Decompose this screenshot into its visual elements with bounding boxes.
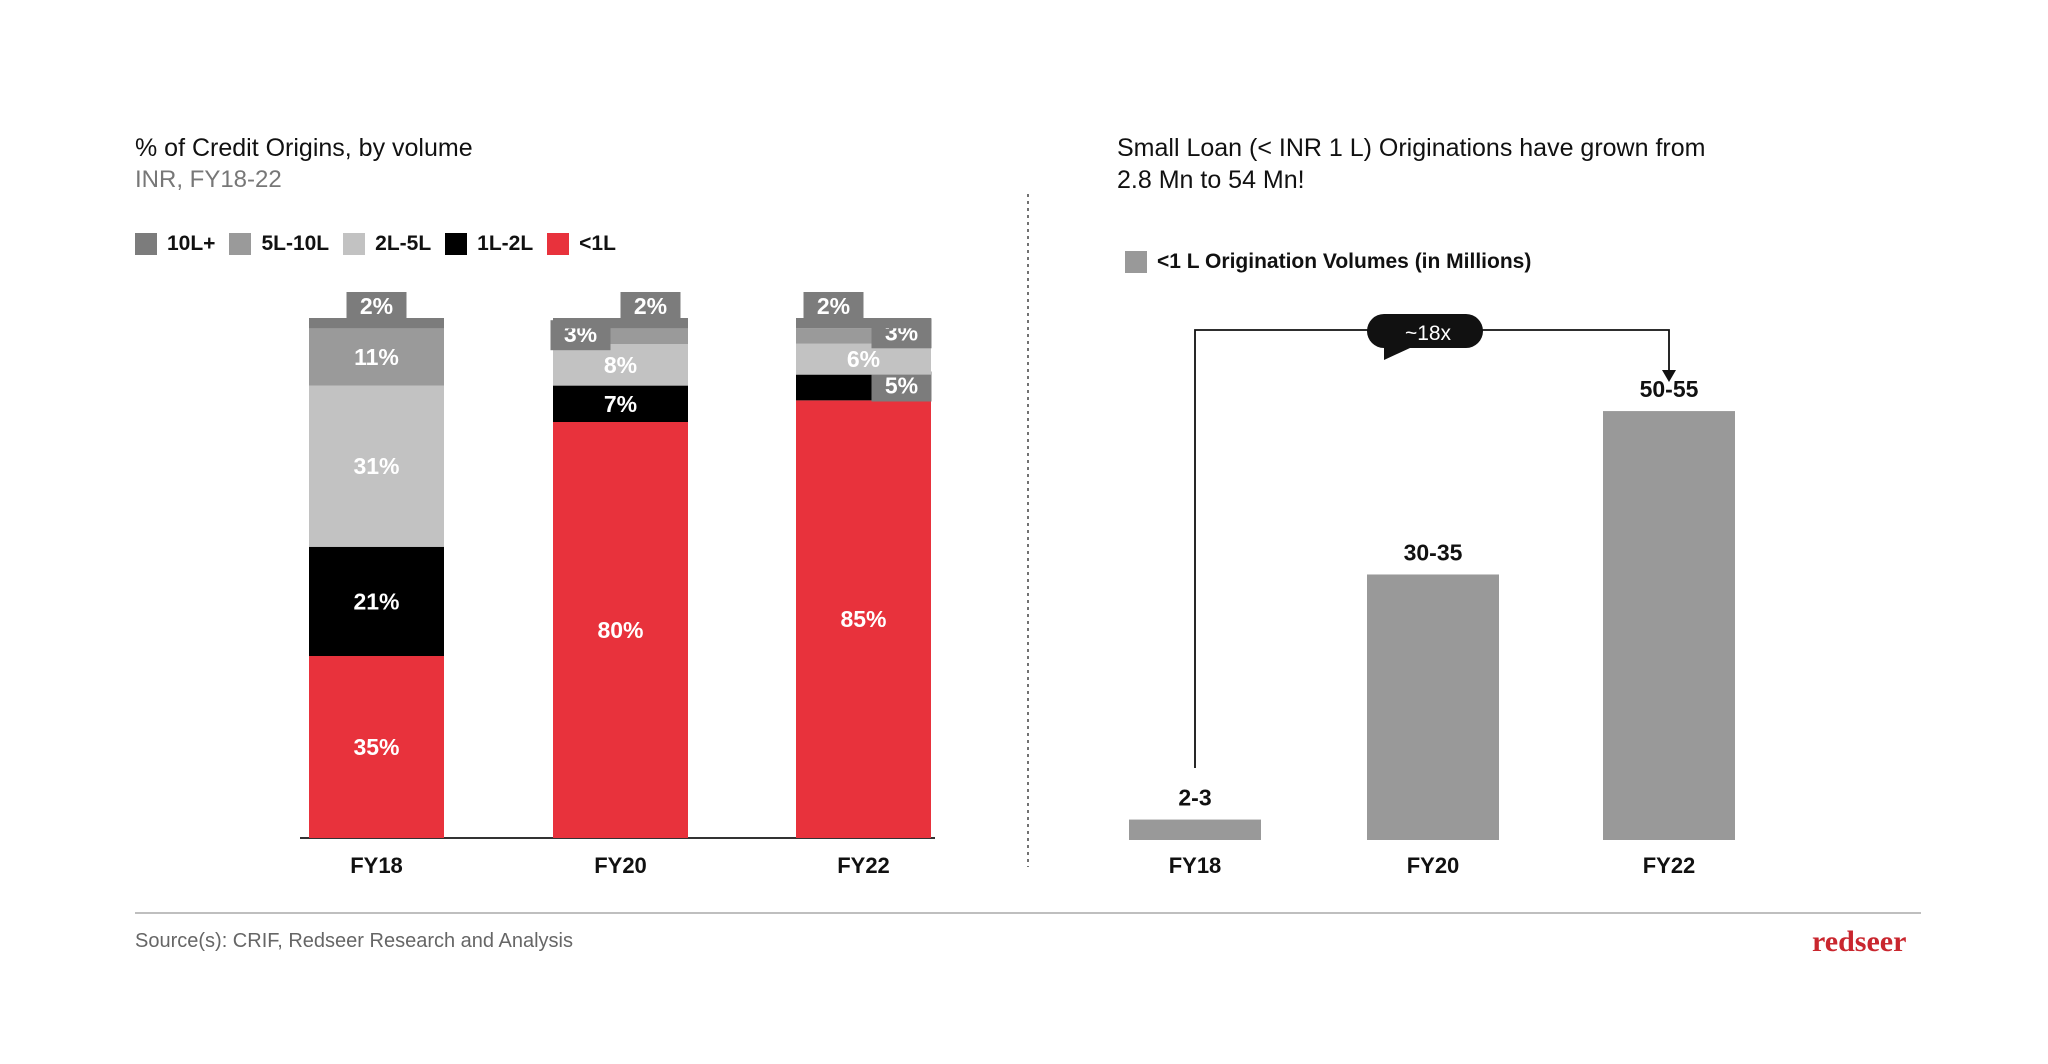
bar-segment-1L2L <box>309 546 444 656</box>
bar-segment-2L5L <box>553 344 688 386</box>
right-title-line1: Small Loan (< INR 1 L) Originations have… <box>1117 134 1706 162</box>
legend-swatch <box>1125 251 1147 273</box>
legend-item: 1L-2L <box>445 232 533 256</box>
segment-label: 21% <box>353 588 399 614</box>
right-chart-title: Small Loan (< INR 1 L) Originations have… <box>1117 132 1705 196</box>
growth-badge <box>1367 314 1483 360</box>
arrow-head-icon <box>1662 370 1676 382</box>
legend-swatch <box>445 233 468 255</box>
bar-segment-1L <box>796 400 931 838</box>
segment-label: 6% <box>847 346 880 372</box>
segment-label: 7% <box>604 391 637 417</box>
segment-label: 85% <box>840 606 886 632</box>
bar-segment-2L5L <box>309 385 444 547</box>
x-tick-label: FY18 <box>350 853 403 878</box>
segment-label: 5% <box>885 373 918 399</box>
legend-swatch <box>229 233 252 255</box>
left-chart-title: % of Credit Origins, by volume <box>135 134 473 162</box>
segment-label-tab <box>803 292 864 322</box>
bar-value-label: 2-3 <box>1178 785 1211 811</box>
bar-segment-10L <box>553 318 688 329</box>
x-tick-label: FY22 <box>1643 853 1696 878</box>
bar-FY18 <box>1129 819 1261 840</box>
legend-item: 10L+ <box>135 232 215 256</box>
segment-label: 2% <box>360 293 393 319</box>
left-legend: 10L+ 5L-10L 2L-5L 1L-2L <1L <box>135 232 616 256</box>
growth-badge-label: ~18x <box>1405 322 1452 345</box>
x-tick-label: FY18 <box>1169 853 1222 878</box>
legend-label: 2L-5L <box>375 232 432 255</box>
bar-FY22 <box>1603 411 1735 840</box>
legend-label: 1L-2L <box>477 232 534 255</box>
bar-segment-10L <box>309 318 444 329</box>
x-tick-label: FY20 <box>594 853 647 878</box>
legend-item: 5L-10L <box>229 232 329 256</box>
bar-segment-2L5L <box>796 343 931 375</box>
legend-swatch <box>135 233 157 255</box>
bar-segment-10L <box>796 318 931 329</box>
segment-label: 31% <box>353 453 399 479</box>
bar-value-label: 30-35 <box>1404 539 1463 565</box>
segment-label: 80% <box>597 617 643 643</box>
x-tick-label: FY20 <box>1407 853 1460 878</box>
segment-label: 2% <box>634 293 667 319</box>
bar-FY20 <box>1367 574 1499 840</box>
bar-segment-5L10L <box>309 328 444 386</box>
legend-item: <1L <box>547 232 616 256</box>
right-legend: <1 L Origination Volumes (in Millions) <box>1125 250 1531 274</box>
x-tick-label: FY22 <box>837 853 890 878</box>
bar-segment-1L2L <box>553 385 688 422</box>
legend-label: 10L+ <box>167 232 216 255</box>
segment-label: 2% <box>817 293 850 319</box>
legend-swatch <box>547 233 570 255</box>
legend-label: 5L-10L <box>261 232 330 255</box>
right-title-line2: 2.8 Mn to 54 Mn! <box>1117 166 1305 194</box>
legend-label: <1 L Origination Volumes (in Millions) <box>1157 250 1532 273</box>
bar-segment-1L <box>309 656 444 838</box>
segment-label: 35% <box>353 734 399 760</box>
source-note: Source(s): CRIF, Redseer Research and An… <box>135 930 573 952</box>
segment-label-tab <box>620 292 681 322</box>
legend-label: <1L <box>579 232 616 255</box>
segment-label-tab <box>346 292 407 322</box>
bar-segment-1L <box>553 422 688 838</box>
segment-label: 11% <box>354 344 399 370</box>
legend-item: 2L-5L <box>343 232 431 256</box>
legend-swatch <box>343 233 366 255</box>
segment-label: 8% <box>604 352 637 378</box>
left-chart-subtitle: INR, FY18-22 <box>135 166 282 193</box>
redseer-logo: redseer <box>1812 925 1907 958</box>
segment-label-tab <box>871 371 932 402</box>
